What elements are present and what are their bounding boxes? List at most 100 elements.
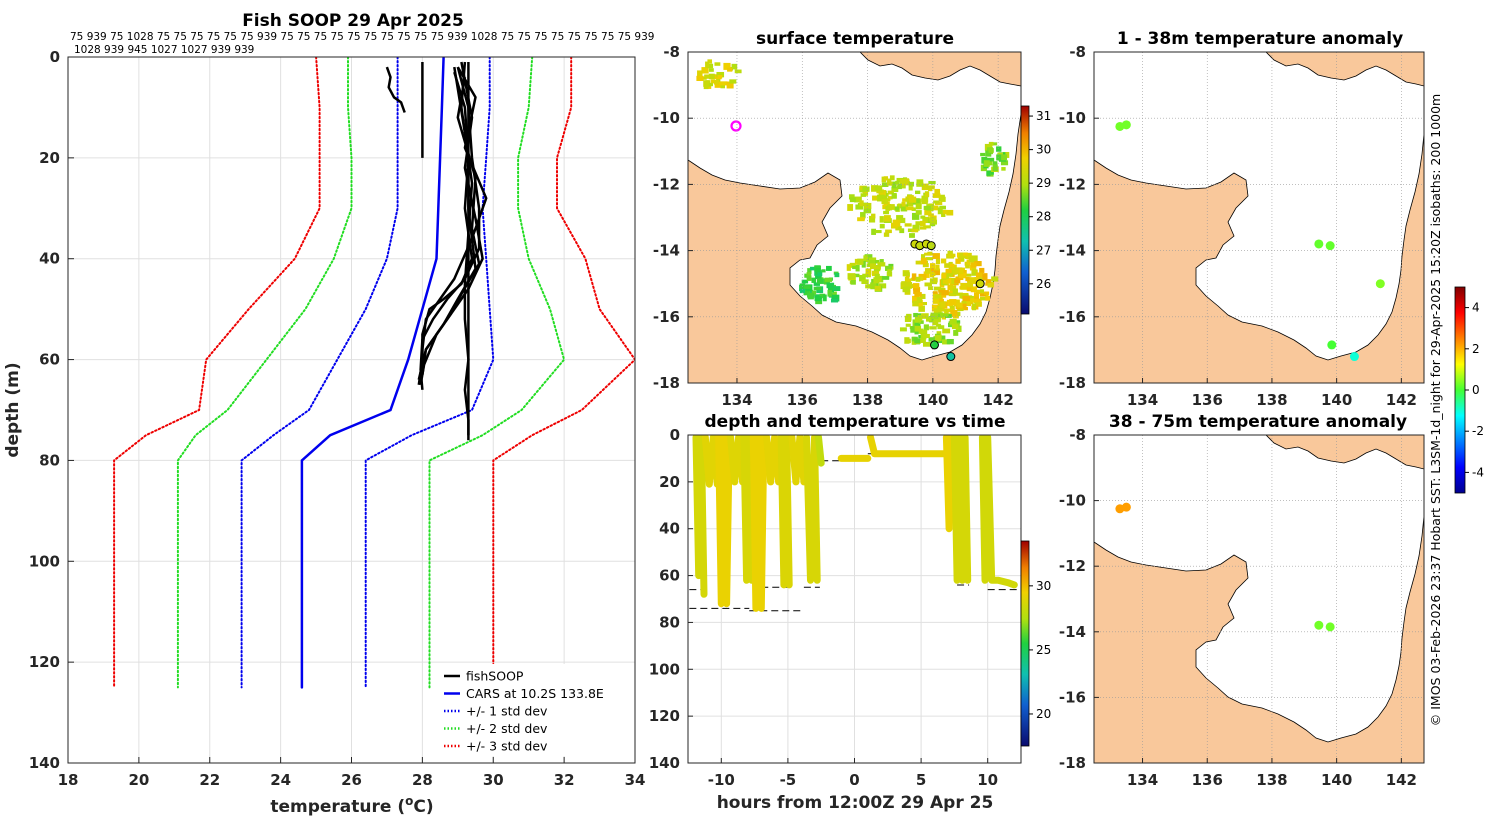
sst-pixel [903,272,910,277]
sst-pixel [992,161,998,168]
header-numbers-line2: 1028 939 945 1027 1027 939 939 [74,44,254,56]
x-tick-label: 134 [1127,771,1158,789]
sst-pixel [929,326,937,330]
sst-pixel [859,275,866,282]
sst-pixel [936,323,942,327]
sst-pixel [907,195,914,199]
sst-pixel [727,67,733,72]
anomaly-shallow-ticks: 134 136 138 140 142 -8 -10 -12 -14 -16 -18 [1059,43,1417,409]
sst-pixel [946,209,954,216]
sst-patches [696,59,1010,347]
sst-pixel [803,285,811,289]
sst-pixel [895,225,902,231]
x-tick-label: 10 [977,771,998,789]
sst-pixel [922,341,931,347]
sst-pixel [923,225,931,229]
y-tick-label: 120 [649,707,680,725]
surface-colorbar-ticks: 26 27 28 29 30 31 [1029,109,1051,291]
sst-pixel [940,301,946,308]
sst-pixel [879,275,884,283]
sst-pixel [874,273,880,279]
depth-track [701,435,721,488]
sst-pixel [955,258,961,264]
sst-pixel [908,183,913,191]
sst-pixel [852,273,860,278]
sst-pixel [899,327,907,332]
sst-pixel [850,280,856,285]
sst-pixel [832,291,837,297]
sst-pixel [984,291,990,295]
sst-pixel [986,171,991,176]
sst-pixel [901,201,906,207]
sst-pixel [966,295,974,301]
sst-pixel [811,277,816,283]
sst-pixel [887,269,892,276]
sst-pixel [881,199,889,205]
sst-pixel [898,217,906,224]
sst-pixel [885,205,890,211]
colorbar-label: 25 [1036,643,1051,657]
legend-label: +/- 1 std dev [466,704,548,719]
y-tick-label: 100 [29,552,60,570]
sst-pixel [915,203,922,210]
anomaly-shallow-body [1094,52,1424,383]
fishsoop-profile [419,76,481,386]
sst-pixel [803,289,810,296]
sst-pixel [913,312,918,318]
sst-pixel [910,326,915,333]
depth-track [763,435,783,486]
sst-pixel [914,190,921,195]
sst-pixel [925,257,933,261]
profile-panel: Fish SOOP 29 Apr 2025 75 939 75 1028 75 … [3,11,654,817]
legend-label: fishSOOP [466,669,524,684]
sst-pixel [988,148,994,153]
cars-mean-line [300,57,445,689]
std-dev-line [428,57,566,689]
sst-pixel [873,277,880,284]
anomaly-deep-axes-box [1093,434,1425,764]
y-tick-label: -10 [653,109,680,127]
sst-pixel [915,276,921,282]
sst-pixel [900,204,908,212]
sst-pixel [912,295,920,303]
y-tick-label: -8 [1069,426,1086,444]
sst-pixel [958,252,967,259]
x-tick-label: 140 [1321,771,1352,789]
sst-pixel [937,325,945,330]
sst-pixel [953,330,959,336]
sst-pixel [815,268,821,275]
sst-pixel [921,313,929,319]
x-tick-label: 138 [852,391,883,409]
sst-pixel [920,302,928,306]
sst-pixel [946,338,954,345]
sst-pixel [923,324,929,331]
sst-pixel [882,276,890,280]
sst-pixel [874,185,883,191]
sst-pixel [932,277,938,283]
colorbar-label: 2 [1472,342,1480,356]
sst-pixel [918,276,924,281]
depth-track [867,435,948,458]
sst-pixel [881,182,889,188]
sst-pixel [947,253,956,258]
sst-pixel [913,325,922,332]
time-colorbar [1020,540,1030,747]
sst-pixel [849,262,856,268]
sst-pixel [941,213,946,217]
x-tick-label: 134 [1127,391,1158,409]
legend-label: +/- 2 std dev [466,721,548,736]
x-tick-label: -5 [780,771,797,789]
sst-pixel [928,337,936,342]
sst-pixel [945,268,952,274]
sst-pixel [899,178,906,186]
surface-ticks: 134 136 138 140 142 -8 -10 -12 -14 -16 -18 [653,43,1014,409]
sst-pixel [922,216,930,224]
sst-pixel [862,273,869,278]
sst-pixel [918,335,923,339]
sst-pixel [912,224,920,231]
x-tick-label: 142 [982,391,1013,409]
sst-pixel [962,295,971,302]
sst-pixel [855,204,864,210]
sst-pixel [729,79,737,84]
